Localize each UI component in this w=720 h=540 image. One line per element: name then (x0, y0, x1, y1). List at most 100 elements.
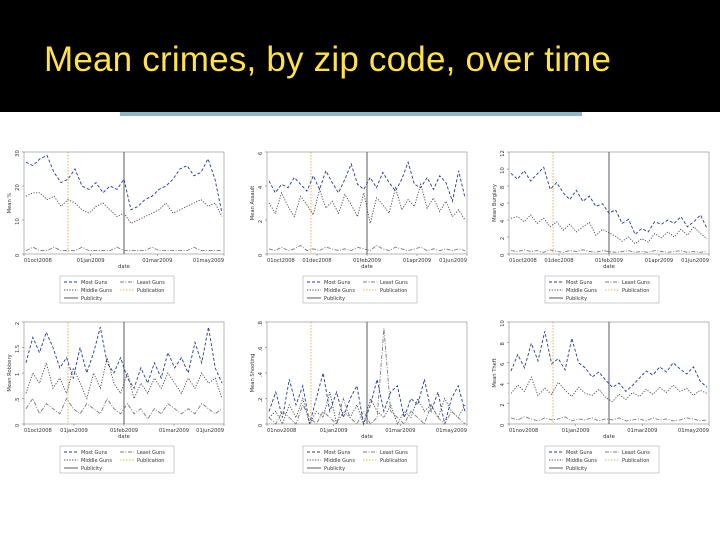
chart-panel-5: 0 .2 .4 .6 .8 Mean Shooting 01nov2008 01jan2009… (245, 316, 471, 478)
x-tick-label: 01jan2009 (320, 428, 348, 434)
x-tick-label: 01apr2009 (645, 258, 673, 264)
x-tick-label: 01jan2009 (60, 428, 88, 434)
x-axis-label: date (118, 434, 130, 440)
series-line-most-guns (268, 160, 466, 204)
legend-label: Least Guns (622, 450, 650, 456)
legend-label: Publication (137, 458, 164, 464)
legend-box (302, 445, 418, 474)
y-axis-label: Mean Assault (250, 186, 256, 221)
legend-box (59, 445, 175, 474)
y-tick-label: 10 (500, 167, 506, 174)
x-axis-label: date (603, 264, 615, 270)
x-tick-label: 01jun2009 (196, 428, 224, 434)
chart-svg-2: 0 2 4 6 Mean Assault 01oct2008 01dec2008 01feb2… (250, 151, 468, 304)
y-tick-label: 2 (258, 220, 264, 223)
legend-label: Least Guns (137, 450, 165, 456)
legend-label: Most Guns (324, 450, 351, 456)
y-tick-label: 10 (15, 218, 21, 225)
x-tick-label: 01apr2009 (403, 258, 431, 264)
x-tick-label: 01may2009 (193, 258, 224, 264)
series-line-middle-guns (510, 375, 708, 403)
legend-label: Publicity (566, 466, 587, 472)
legend-label: Most Guns (566, 280, 593, 286)
series-line-middle-guns (25, 357, 223, 400)
y-tick-label: 0 (15, 424, 21, 427)
legend-label: Publicity (81, 466, 102, 472)
legend-box (544, 445, 660, 474)
y-tick-label: 12 (500, 150, 506, 157)
legend-label: Publication (137, 288, 164, 294)
series-line-middle-guns (268, 182, 466, 224)
chart-panel-2: 0 2 4 6 Mean Assault 01oct2008 01dec2008 01feb2… (245, 146, 471, 308)
x-tick-label: 01may2009 (436, 428, 467, 434)
legend-box (544, 275, 660, 304)
y-tick-label: 2 (500, 403, 506, 406)
x-tick-label: 01mar2009 (142, 258, 172, 264)
y-axis-label: Mean Shooting (250, 354, 256, 393)
series-line-most-guns (268, 372, 466, 426)
y-tick-label: .6 (258, 347, 264, 352)
x-tick-label: 01jan2009 (562, 428, 590, 434)
series-line-least-guns (25, 246, 222, 252)
chart-svg-1: 0 10 20 30 Mean % 01oct2008 01jan2009 01mar2009… (7, 150, 225, 304)
x-tick-label: 01mar2009 (385, 428, 415, 434)
y-tick-label: 0 (500, 254, 506, 257)
legend-label: Most Guns (81, 280, 108, 286)
legend-label: Middle Guns (566, 288, 597, 294)
x-tick-label: 01dec2008 (544, 258, 573, 264)
legend-box (302, 275, 418, 304)
y-tick-label: 4 (500, 219, 506, 223)
y-axis-label: Mean Theft (492, 358, 498, 387)
chart-panel-1: 0 10 20 30 Mean % 01oct2008 01jan2009 01mar2009… (2, 146, 228, 308)
y-tick-label: 6 (500, 203, 506, 206)
series-line-most-guns (25, 154, 223, 214)
series-line-least-guns (268, 244, 466, 252)
y-tick-label: 30 (15, 150, 21, 157)
x-tick-label: 01jan2009 (77, 258, 105, 264)
legend-box (59, 275, 175, 304)
y-tick-label: 8 (500, 342, 506, 345)
x-tick-label: 01oct2008 (24, 258, 52, 264)
x-tick-label: 01mar2009 (627, 428, 657, 434)
y-tick-label: 2 (500, 237, 506, 240)
x-tick-label: 01nov2008 (267, 428, 296, 434)
legend-label: Least Guns (622, 280, 650, 286)
chart-svg-5: 0 .2 .4 .6 .8 Mean Shooting 01nov2008 01jan2009… (250, 321, 468, 474)
y-axis-label: Mean % (7, 193, 13, 214)
legend-label: Publication (622, 458, 649, 464)
y-tick-label: 6 (500, 363, 506, 366)
y-tick-label: 0 (15, 254, 21, 257)
series-line-least-guns (25, 397, 223, 420)
legend-label: Least Guns (137, 280, 165, 286)
y-tick-label: 20 (15, 184, 21, 191)
x-tick-label: 01jun2009 (439, 258, 467, 264)
x-axis-label: date (361, 264, 373, 270)
legend-label: Publication (622, 288, 649, 294)
x-tick-label: 01oct2008 (267, 258, 295, 264)
series-line-least-guns (510, 416, 708, 422)
x-tick-label: 01mar2009 (159, 428, 189, 434)
legend-label: Most Guns (566, 450, 593, 456)
y-tick-label: 1.5 (15, 345, 21, 353)
legend-label: Publicity (566, 296, 587, 302)
legend-label: Publicity (81, 296, 102, 302)
y-tick-label: 10 (500, 320, 506, 327)
legend-label: Publicity (324, 466, 345, 472)
y-tick-label: 8 (500, 186, 506, 189)
legend-label: Publicity (324, 296, 345, 302)
x-axis-label: date (361, 434, 373, 440)
x-tick-label: 01jun2009 (681, 258, 709, 264)
y-tick-label: 0 (500, 424, 506, 427)
legend-label: Middle Guns (81, 458, 112, 464)
x-axis-label: date (118, 264, 130, 270)
x-tick-label: 01nov2008 (509, 428, 538, 434)
legend-label: Publication (380, 288, 407, 294)
legend-label: Middle Guns (324, 458, 355, 464)
x-tick-label: 01feb2009 (595, 258, 623, 264)
y-tick-label: 4 (500, 382, 506, 386)
y-tick-label: 2 (15, 322, 21, 325)
y-tick-label: 6 (258, 152, 264, 155)
chart-panel-6: 0 2 4 6 8 10 Mean Theft 01nov2008 01jan2009 01mar… (487, 316, 713, 478)
y-tick-label: 0 (258, 424, 264, 427)
x-tick-label: 01feb2009 (353, 258, 381, 264)
